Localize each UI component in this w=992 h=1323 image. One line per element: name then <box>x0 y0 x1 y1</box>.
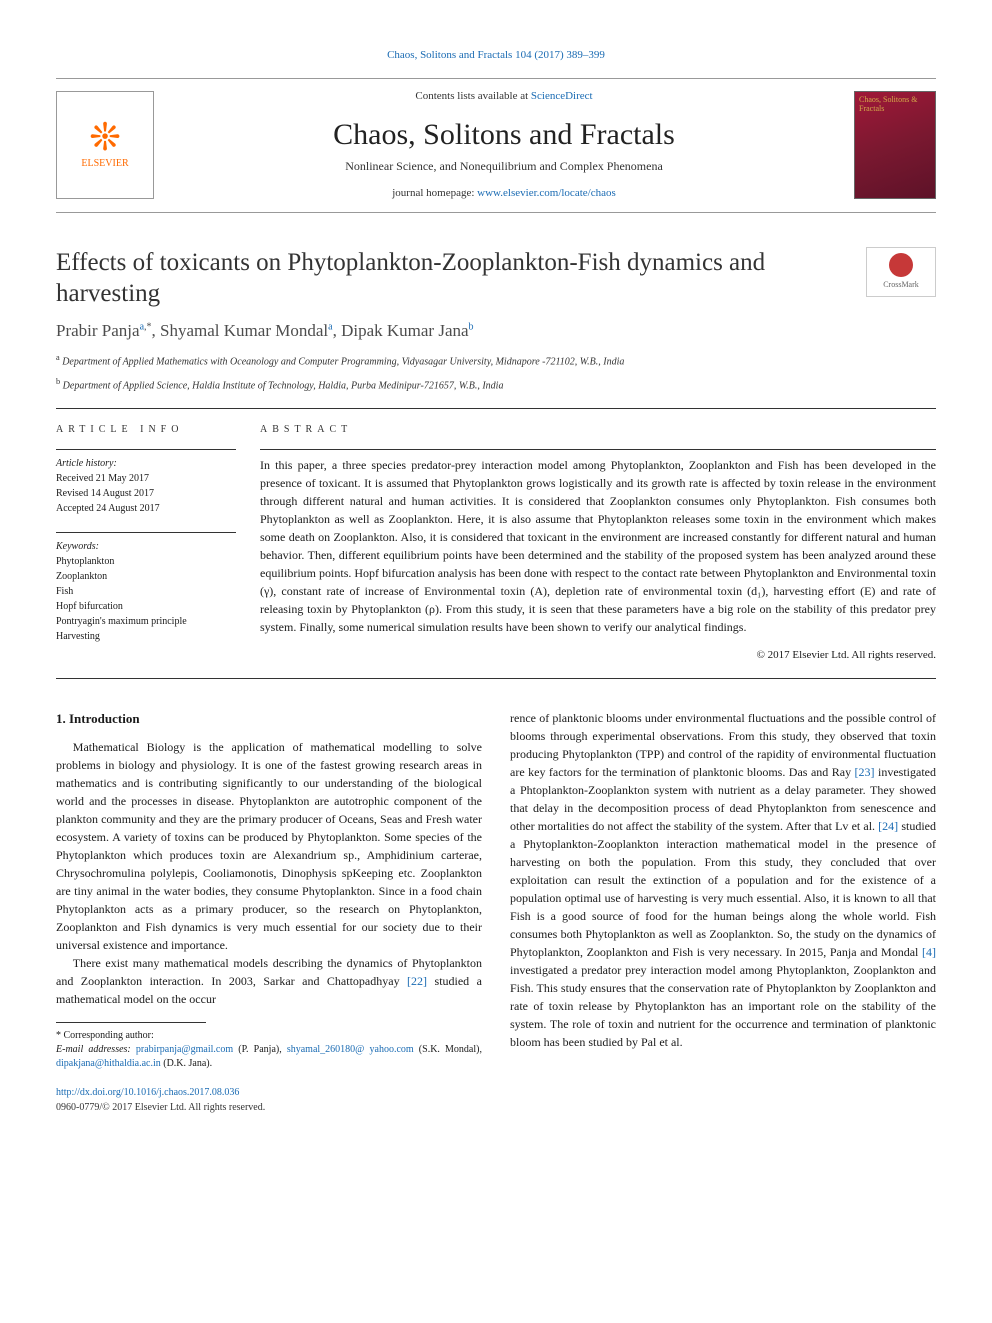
homepage-link[interactable]: www.elsevier.com/locate/chaos <box>477 187 616 199</box>
crossmark-badge[interactable]: CrossMark <box>866 247 936 297</box>
ref-link[interactable]: [22] <box>407 974 427 988</box>
elsevier-logo: ❊ ELSEVIER <box>56 91 154 199</box>
history-line: Received 21 May 2017 <box>56 471 236 486</box>
journal-name: Chaos, Solitons and Fractals <box>164 113 844 157</box>
ref-link[interactable]: [4] <box>922 945 936 959</box>
history-line: Accepted 24 August 2017 <box>56 501 236 516</box>
authors: Prabir Panjaa,*, Shyamal Kumar Mondala, … <box>56 319 936 344</box>
tree-icon: ❊ <box>89 119 121 157</box>
footnotes: * Corresponding author: E-mail addresses… <box>56 1029 482 1071</box>
abstract-heading: ABSTRACT <box>260 423 936 438</box>
affiliation: b Department of Applied Science, Haldia … <box>56 376 936 394</box>
separator <box>56 678 936 679</box>
footnote-separator <box>56 1022 206 1023</box>
keywords-block: Keywords: PhytoplanktonZooplanktonFishHo… <box>56 539 236 644</box>
email-who: (S.K. Mondal), <box>414 1044 482 1055</box>
keyword: Harvesting <box>56 629 236 644</box>
crossmark-icon <box>889 253 913 277</box>
keyword: Hopf bifurcation <box>56 599 236 614</box>
ref-link[interactable]: [24] <box>878 819 898 833</box>
body-paragraph: There exist many mathematical models des… <box>56 954 482 1008</box>
meta-rule <box>56 532 236 533</box>
contents-prefix: Contents lists available at <box>415 90 530 102</box>
section-heading: 1. Introduction <box>56 709 482 729</box>
email-link[interactable]: prabirpanja@gmail.com <box>136 1044 233 1055</box>
keyword: Pontryagin's maximum principle <box>56 614 236 629</box>
homepage-prefix: journal homepage: <box>392 187 477 199</box>
abstract-text: In this paper, a three species predator-… <box>260 456 936 636</box>
history-line: Revised 14 August 2017 <box>56 486 236 501</box>
meta-rule <box>56 449 236 450</box>
article-history: Article history: Received 21 May 2017Rev… <box>56 456 236 516</box>
email-who: (P. Panja), <box>233 1044 287 1055</box>
email-label: E-mail addresses: <box>56 1044 136 1055</box>
journal-cover: Chaos, Solitons & Fractals <box>854 91 936 199</box>
email-addresses: E-mail addresses: prabirpanja@gmail.com … <box>56 1043 482 1071</box>
email-who: (D.K. Jana). <box>161 1058 212 1069</box>
keyword: Fish <box>56 584 236 599</box>
email-link[interactable]: shyamal_260180@ yahoo.com <box>287 1044 414 1055</box>
section-number: 1. <box>56 711 66 726</box>
ref-link[interactable]: [23] <box>855 765 875 779</box>
doi-link[interactable]: http://dx.doi.org/10.1016/j.chaos.2017.0… <box>56 1087 239 1098</box>
keywords-label: Keywords: <box>56 539 236 554</box>
masthead: ❊ ELSEVIER Contents lists available at S… <box>56 78 936 213</box>
contents-lists: Contents lists available at ScienceDirec… <box>164 89 844 105</box>
section-title: Introduction <box>69 711 140 726</box>
citation-header: Chaos, Solitons and Fractals 104 (2017) … <box>56 48 936 64</box>
body-paragraph: Mathematical Biology is the application … <box>56 738 482 954</box>
keyword: Zooplankton <box>56 569 236 584</box>
footer-links: http://dx.doi.org/10.1016/j.chaos.2017.0… <box>56 1085 482 1115</box>
separator <box>56 408 936 409</box>
footer-copyright: 0960-0779/© 2017 Elsevier Ltd. All right… <box>56 1102 265 1113</box>
article-title: Effects of toxicants on Phytoplankton-Zo… <box>56 247 846 310</box>
body-paragraph: rence of planktonic blooms under environ… <box>510 709 936 1051</box>
email-link[interactable]: dipakjana@hithaldia.ac.in <box>56 1058 161 1069</box>
article-info-heading: ARTICLE INFO <box>56 423 236 438</box>
publisher-name: ELSEVIER <box>81 157 128 172</box>
abstract-copyright: © 2017 Elsevier Ltd. All rights reserved… <box>260 648 936 664</box>
abstract-rule <box>260 449 936 450</box>
history-label: Article history: <box>56 456 236 471</box>
journal-homepage: journal homepage: www.elsevier.com/locat… <box>164 186 844 202</box>
keyword: Phytoplankton <box>56 554 236 569</box>
corresponding-author: * Corresponding author: <box>56 1029 482 1043</box>
crossmark-label: CrossMark <box>883 279 919 291</box>
journal-subtitle: Nonlinear Science, and Nonequilibrium an… <box>164 158 844 175</box>
sciencedirect-link[interactable]: ScienceDirect <box>531 90 593 102</box>
affiliation: a Department of Applied Mathematics with… <box>56 352 936 370</box>
